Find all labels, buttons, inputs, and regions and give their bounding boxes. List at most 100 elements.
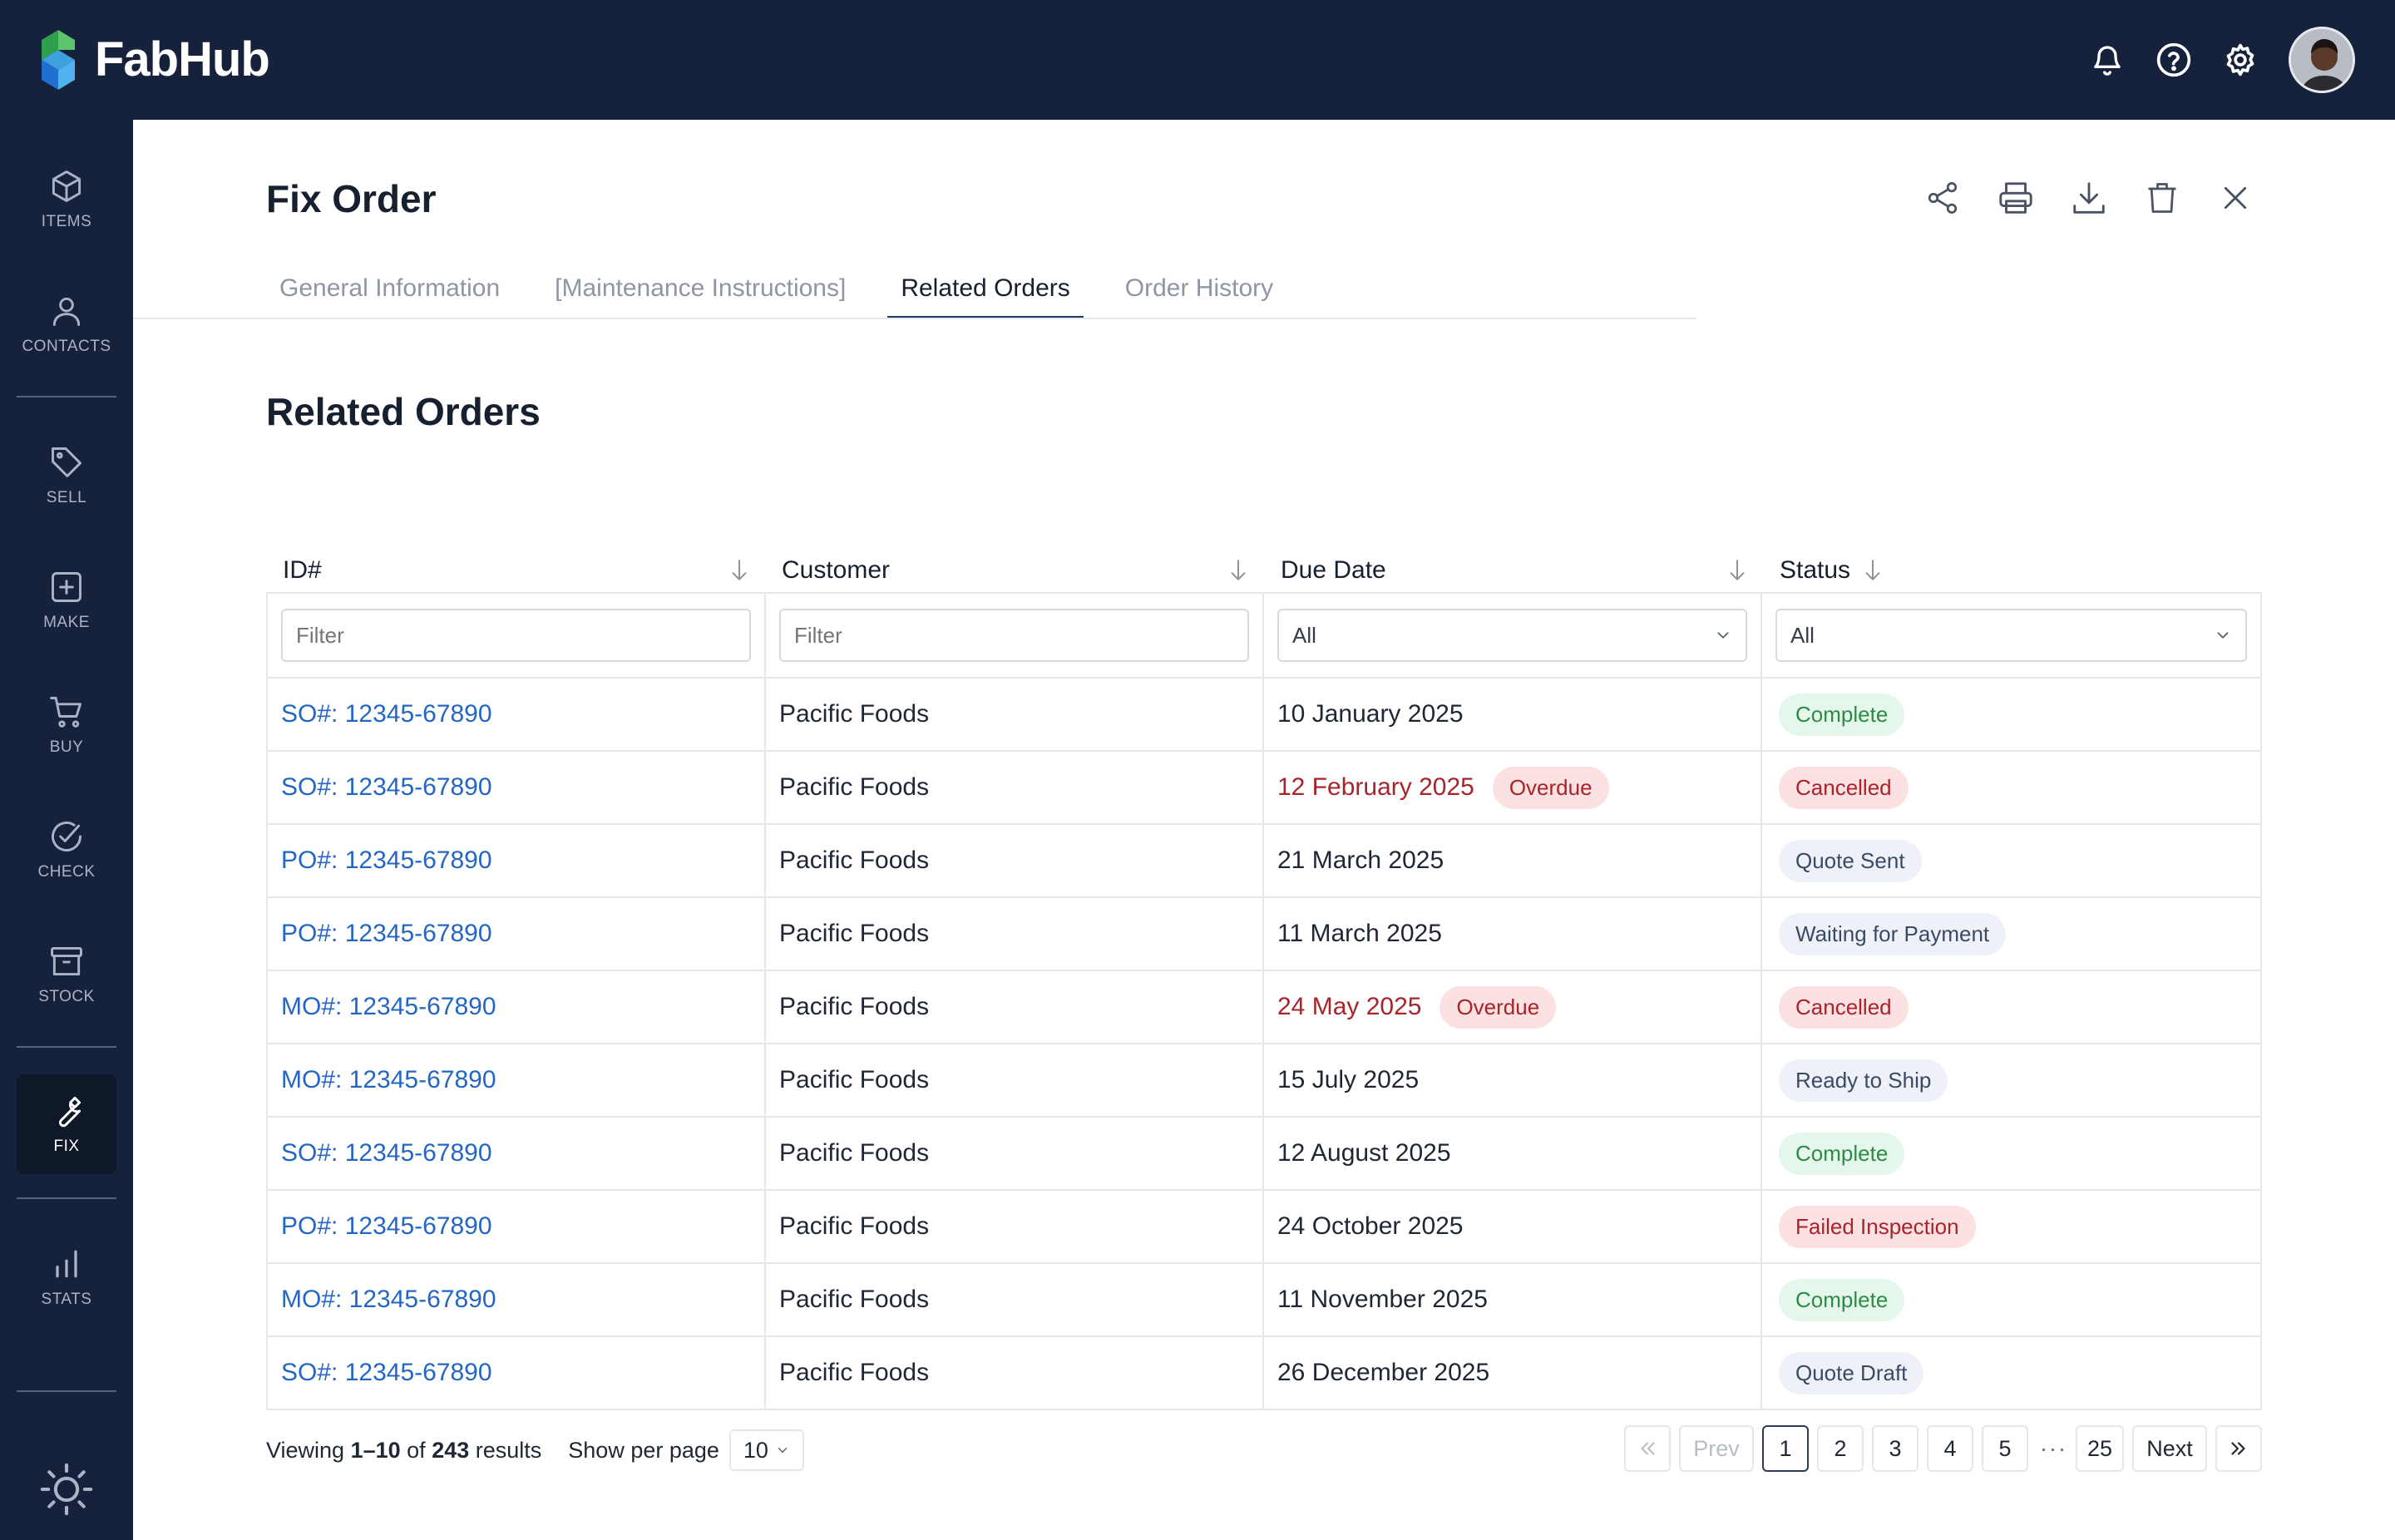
- table-row: MO#: 12345-67890 Pacific Foods 11 Novemb…: [266, 1264, 2262, 1337]
- sidebar-item-label: CHECK: [37, 863, 96, 881]
- sidebar-item-stock[interactable]: STOCK: [17, 925, 116, 1024]
- table-row: SO#: 12345-67890 Pacific Foods 12 August…: [266, 1118, 2262, 1191]
- due-date-cell: 21 March 2025: [1264, 825, 1762, 896]
- download-icon[interactable]: [2052, 173, 2126, 223]
- due-date-text: 26 December 2025: [1277, 1359, 1490, 1386]
- column-header-customer[interactable]: Customer: [765, 549, 1264, 592]
- status-filter-select[interactable]: All: [1775, 609, 2247, 662]
- sidebar-item-buy[interactable]: BUY: [17, 675, 116, 775]
- tab-maintenance-instructions[interactable]: [Maintenance Instructions]: [555, 274, 847, 302]
- select-value: All: [1292, 622, 1316, 648]
- order-id-link[interactable]: PO#: 12345-67890: [268, 898, 766, 970]
- sort-arrow-down-icon[interactable]: [1227, 558, 1249, 583]
- double-chevron-left-icon: [1641, 1442, 1655, 1455]
- check-circle-icon: [52, 822, 81, 851]
- status-badge: Cancelled: [1779, 766, 1909, 809]
- status-badge: Waiting for Payment: [1779, 912, 2007, 955]
- nav-divider: [17, 396, 116, 397]
- sidebar-item-check[interactable]: CHECK: [17, 800, 116, 900]
- sidebar-item-sell[interactable]: SELL: [17, 426, 116, 526]
- bell-icon[interactable]: [2074, 27, 2141, 93]
- table-footer: Viewing 1–10 of 243 results Show per pag…: [266, 1425, 2262, 1475]
- pagination-ellipsis: ···: [2039, 1435, 2067, 1461]
- order-id-link[interactable]: PO#: 12345-67890: [268, 825, 766, 896]
- sidebar-item-stats[interactable]: STATS: [17, 1227, 116, 1327]
- due-date-cell: 24 May 2025 Overdue: [1264, 971, 1762, 1043]
- logo[interactable]: FabHub: [37, 25, 270, 93]
- column-header-due-date[interactable]: Due Date: [1264, 549, 1763, 592]
- page-button-5[interactable]: 5: [1981, 1425, 2028, 1472]
- help-icon[interactable]: [2141, 27, 2207, 93]
- print-icon[interactable]: [1979, 173, 2052, 223]
- customer-cell: Pacific Foods: [766, 971, 1264, 1043]
- page-button-3[interactable]: 3: [1871, 1425, 1918, 1472]
- theme-toggle-button[interactable]: [17, 1452, 116, 1527]
- sidebar-item-make[interactable]: MAKE: [17, 550, 116, 650]
- close-icon[interactable]: [2199, 173, 2272, 223]
- sort-arrow-down-icon[interactable]: [728, 558, 750, 583]
- prev-page-button[interactable]: Prev: [1678, 1425, 1754, 1472]
- section-title: Related Orders: [266, 390, 541, 433]
- due-date-cell: 24 October 2025: [1264, 1191, 1762, 1262]
- table-header: ID# Customer Due Date Status: [266, 549, 2262, 592]
- status-badge: Failed Inspection: [1779, 1205, 1976, 1248]
- tab-general-information[interactable]: General Information: [279, 274, 501, 302]
- status-badge: Quote Draft: [1779, 1351, 1924, 1394]
- column-header-status[interactable]: Status: [1763, 549, 2262, 592]
- order-id-link[interactable]: SO#: 12345-67890: [268, 679, 766, 750]
- first-page-button[interactable]: [1623, 1425, 1671, 1472]
- tab-related-orders[interactable]: Related Orders: [887, 268, 1084, 319]
- order-id-link[interactable]: PO#: 12345-67890: [268, 1191, 766, 1262]
- order-id-link[interactable]: MO#: 12345-67890: [268, 971, 766, 1043]
- page-button-last[interactable]: 25: [2075, 1425, 2124, 1472]
- column-header-label: ID#: [283, 556, 322, 584]
- page-button-4[interactable]: 4: [1926, 1425, 1973, 1472]
- share-icon[interactable]: [1906, 173, 1979, 223]
- tab-order-history[interactable]: Order History: [1124, 274, 1274, 302]
- chevron-down-icon: [778, 1448, 788, 1453]
- table-row: PO#: 12345-67890 Pacific Foods 21 March …: [266, 825, 2262, 898]
- per-page-select[interactable]: 10: [728, 1429, 804, 1471]
- column-header-label: Due Date: [1281, 556, 1386, 584]
- next-page-button[interactable]: Next: [2132, 1425, 2207, 1472]
- last-page-button[interactable]: [2215, 1425, 2262, 1472]
- sidebar-item-fix[interactable]: FIX: [17, 1074, 116, 1174]
- viewing-prefix: Viewing: [266, 1437, 351, 1463]
- gear-icon[interactable]: [2207, 27, 2274, 93]
- order-id-link[interactable]: MO#: 12345-67890: [268, 1044, 766, 1116]
- order-id-link[interactable]: MO#: 12345-67890: [268, 1264, 766, 1335]
- page-actions: [1906, 173, 2272, 223]
- sidebar: ITEMS CONTACTS SELL MAKE BUY CHECK STOCK…: [0, 120, 133, 1540]
- page-button-2[interactable]: 2: [1816, 1425, 1864, 1472]
- sort-arrow-down-icon[interactable]: [1726, 558, 1748, 583]
- trash-icon[interactable]: [2126, 173, 2199, 223]
- due-date-cell: 15 July 2025: [1264, 1044, 1762, 1116]
- person-icon: [52, 297, 81, 326]
- order-id-link[interactable]: SO#: 12345-67890: [268, 1337, 766, 1409]
- due-date-text: 12 February 2025: [1277, 773, 1474, 801]
- sort-arrow-down-icon[interactable]: [1862, 558, 1884, 583]
- status-badge: Quote Sent: [1779, 839, 1922, 882]
- due-date-filter-select[interactable]: All: [1277, 609, 1747, 662]
- avatar[interactable]: [2289, 27, 2355, 93]
- order-id-link[interactable]: SO#: 12345-67890: [268, 752, 766, 823]
- sidebar-item-items[interactable]: ITEMS: [17, 150, 116, 249]
- sidebar-item-contacts[interactable]: CONTACTS: [17, 274, 116, 374]
- id-filter-input[interactable]: [281, 609, 751, 662]
- page-button-1[interactable]: 1: [1761, 1425, 1809, 1472]
- customer-cell: Pacific Foods: [766, 1264, 1264, 1335]
- status-cell: Quote Draft: [1762, 1337, 2260, 1409]
- cube-icon: [52, 170, 81, 202]
- column-header-id[interactable]: ID#: [266, 549, 765, 592]
- customer-filter-input[interactable]: [779, 609, 1249, 662]
- customer-cell: Pacific Foods: [766, 825, 1264, 896]
- due-date-cell: 11 March 2025: [1264, 898, 1762, 970]
- table-row: PO#: 12345-67890 Pacific Foods 11 March …: [266, 898, 2262, 971]
- order-id-link[interactable]: SO#: 12345-67890: [268, 1118, 766, 1189]
- column-header-label: Customer: [782, 556, 891, 584]
- status-cell: Ready to Ship: [1762, 1044, 2260, 1116]
- status-cell: Complete: [1762, 1264, 2260, 1335]
- table-row: MO#: 12345-67890 Pacific Foods 15 July 2…: [266, 1044, 2262, 1118]
- status-cell: Waiting for Payment: [1762, 898, 2260, 970]
- overdue-badge: Overdue: [1439, 985, 1557, 1029]
